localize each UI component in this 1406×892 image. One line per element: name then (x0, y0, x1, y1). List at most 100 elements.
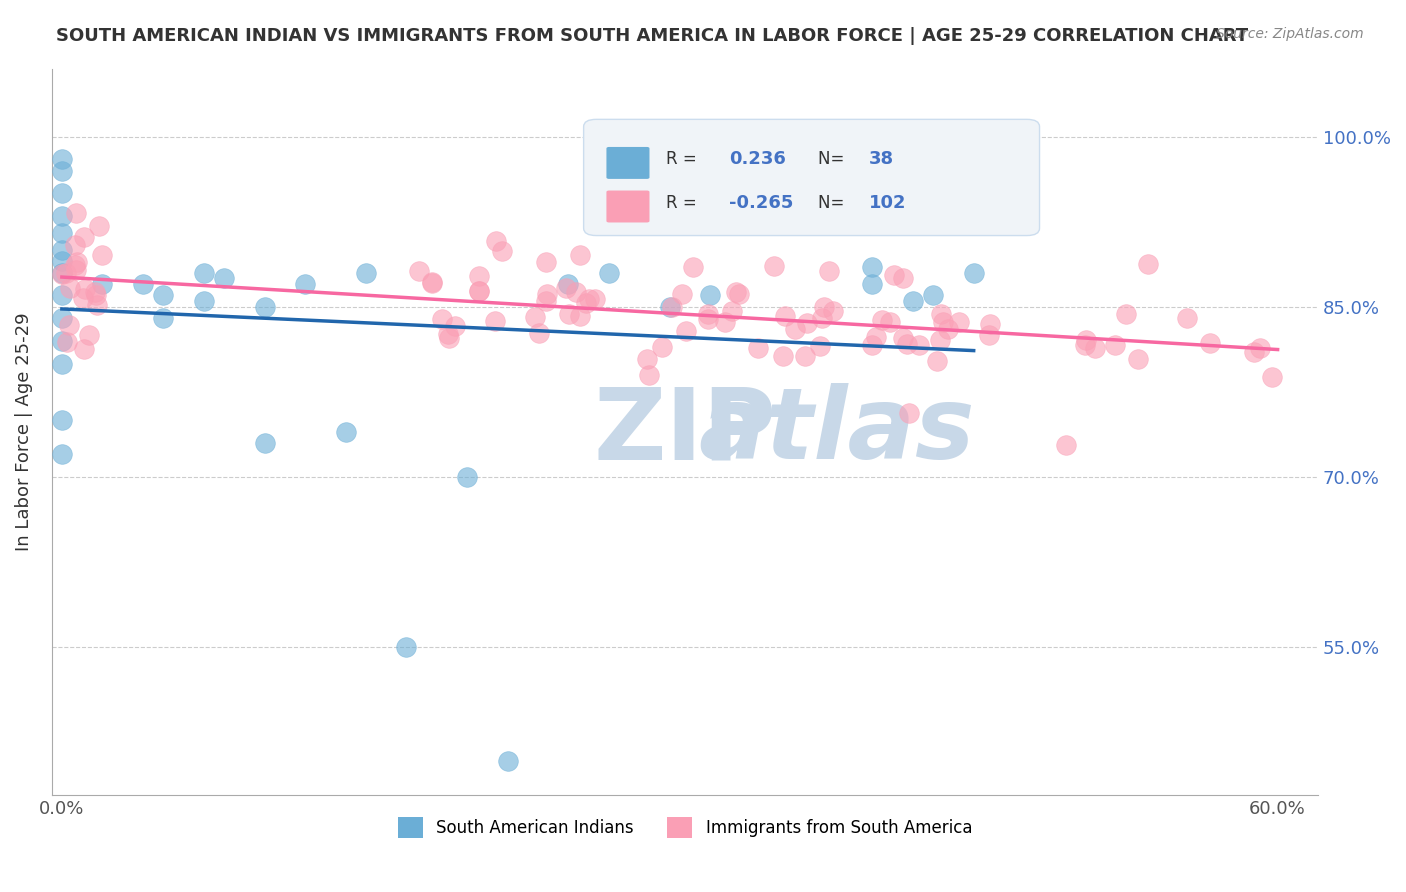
Point (557, 277, 579, 292)
Text: N=: N= (818, 150, 849, 169)
Point (51, 413, 73, 427)
Point (1137, 257, 1160, 271)
Point (436, 326, 458, 341)
Point (55, 266, 77, 280)
Point (818, 264, 841, 278)
Point (152, 311, 174, 326)
Point (936, 322, 959, 336)
Point (51, 209, 73, 223)
Point (456, 470, 478, 484)
Point (682, 260, 704, 274)
Point (1261, 370, 1284, 384)
Point (90, 248, 112, 262)
Point (772, 349, 794, 363)
Point (671, 287, 693, 301)
Point (152, 288, 174, 302)
Point (638, 368, 661, 383)
Text: 38: 38 (869, 150, 894, 169)
Point (796, 316, 818, 330)
Point (810, 339, 832, 353)
Point (51, 311, 73, 326)
Text: Source: ZipAtlas.com: Source: ZipAtlas.com (1216, 27, 1364, 41)
Point (193, 294, 215, 309)
Point (51, 447, 73, 461)
Point (901, 294, 924, 309)
Point (86, 298, 108, 312)
Point (56, 335, 79, 350)
Point (51, 288, 73, 302)
Point (636, 352, 658, 367)
Point (879, 315, 901, 329)
Point (439, 330, 461, 344)
Point (598, 266, 620, 280)
Point (91, 277, 114, 292)
Point (810, 311, 832, 326)
Point (575, 296, 598, 310)
Point (565, 285, 588, 299)
Point (1104, 338, 1126, 352)
Point (713, 315, 735, 329)
Text: R =: R = (666, 150, 702, 169)
Point (132, 277, 155, 292)
Point (1128, 352, 1150, 367)
Point (979, 317, 1001, 331)
FancyBboxPatch shape (606, 191, 650, 222)
Point (699, 288, 721, 302)
Point (860, 260, 883, 274)
Point (354, 266, 377, 280)
Point (51, 334, 73, 348)
Point (1083, 341, 1105, 355)
Point (1249, 342, 1271, 356)
Point (578, 293, 600, 307)
Point (1175, 310, 1198, 325)
Point (1243, 345, 1265, 359)
Point (63, 237, 86, 252)
Point (51, 153, 73, 167)
Point (212, 271, 235, 285)
Point (931, 315, 953, 329)
Point (883, 268, 905, 283)
Text: -0.265: -0.265 (730, 194, 793, 212)
Point (496, 754, 519, 768)
Legend: South American Indians, Immigrants from South America: South American Indians, Immigrants from … (391, 811, 979, 845)
Point (697, 307, 720, 321)
Point (763, 260, 786, 274)
Point (963, 266, 986, 280)
Point (558, 307, 581, 321)
Point (51, 186, 73, 201)
Point (58, 318, 80, 333)
Point (77, 327, 100, 342)
Point (661, 300, 683, 314)
Point (977, 327, 1000, 342)
Point (865, 330, 887, 344)
Point (51, 254, 73, 268)
Text: R =: R = (666, 194, 702, 212)
Point (84, 285, 107, 299)
Point (87, 219, 110, 233)
Point (523, 310, 546, 324)
Point (908, 338, 931, 352)
Point (651, 340, 673, 354)
Point (697, 312, 720, 326)
Point (51, 226, 73, 240)
Point (929, 333, 952, 347)
Point (793, 349, 815, 363)
Point (1115, 307, 1137, 321)
Point (948, 315, 970, 329)
Point (891, 331, 914, 345)
Point (860, 277, 883, 292)
Point (253, 436, 276, 450)
Point (527, 326, 550, 340)
Point (72, 292, 94, 306)
Point (66, 255, 89, 269)
Point (51, 266, 73, 280)
Point (63, 258, 86, 272)
Point (467, 284, 489, 298)
Point (422, 276, 444, 290)
Point (51, 357, 73, 371)
Point (534, 255, 557, 269)
Point (568, 248, 591, 262)
Point (860, 337, 883, 351)
Point (51, 163, 73, 178)
Point (783, 322, 806, 336)
